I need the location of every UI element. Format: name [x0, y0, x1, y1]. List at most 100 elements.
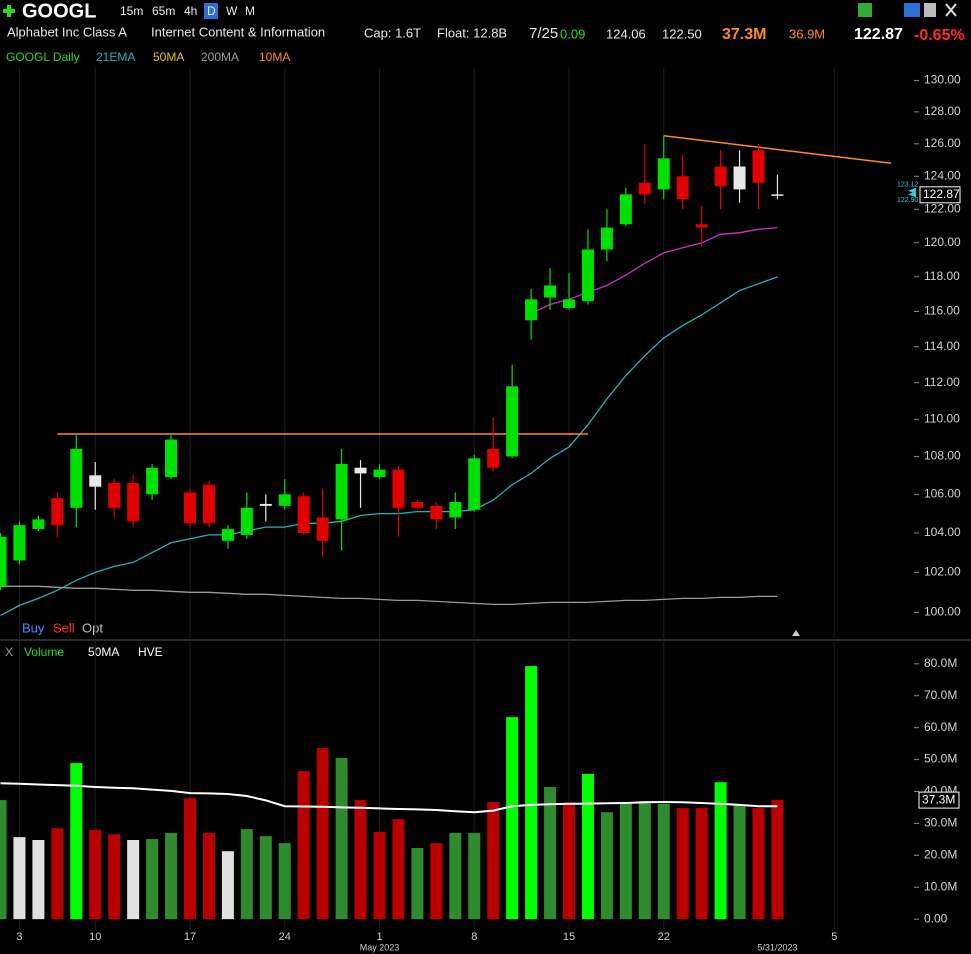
last-volume-box: [918, 791, 960, 809]
candle-body: [240, 507, 253, 535]
volume-bar: [771, 800, 784, 920]
candle-body: [184, 492, 196, 524]
chart-title[interactable]: GOOGL Daily: [6, 50, 80, 64]
month-label: May 2023: [360, 942, 400, 952]
y-tick-label: 30.0M: [924, 816, 957, 830]
x-tick-label: 3: [16, 931, 22, 943]
price-marker: [908, 191, 916, 198]
candle-body: [392, 469, 405, 508]
y-tick-label: 60.0M: [924, 720, 957, 734]
volume-bar: [487, 802, 500, 920]
volume-title[interactable]: Volume: [24, 645, 64, 659]
candle-body: [221, 529, 234, 541]
add-icon[interactable]: [3, 5, 15, 17]
tool-icon[interactable]: [858, 3, 872, 17]
timeframe-button[interactable]: 15m: [120, 4, 143, 18]
candle-body: [411, 502, 424, 508]
change-pct: -0.65%: [914, 27, 965, 44]
candle-body: [657, 158, 670, 190]
candle-body: [752, 150, 765, 183]
candle-body: [506, 386, 519, 457]
volume-bar: [89, 830, 102, 920]
candle-body: [600, 227, 613, 250]
volume-bar: [221, 851, 234, 920]
candle-body: [676, 176, 689, 200]
y-tick-label: 108.00: [924, 449, 961, 463]
legend-entry[interactable]: HVE: [138, 645, 163, 659]
candle-body: [0, 536, 7, 587]
legend-entry[interactable]: 21EMA: [96, 50, 135, 64]
volume-bar: [619, 803, 632, 920]
last-price-box: [919, 186, 961, 204]
candle-body: [13, 525, 26, 561]
y-tick-label: 124.00: [924, 168, 961, 182]
avg-volume: 36.9M: [789, 26, 825, 41]
timeframe-active: [204, 3, 218, 19]
volume-bar: [354, 800, 367, 920]
volume-bar: [581, 773, 594, 920]
candle-body: [297, 496, 310, 533]
volume-bar: [468, 832, 481, 920]
ma-line: [530, 226, 778, 314]
candle-body: [468, 458, 481, 510]
timeframe-button[interactable]: 65m: [152, 4, 175, 18]
close-icon[interactable]: [945, 3, 957, 17]
y-tick-label: 120.00: [924, 235, 961, 249]
y-tick-label: 80.0M: [924, 656, 957, 670]
volume-bar: [714, 782, 727, 920]
price-marker-label: 122.90: [897, 197, 919, 204]
buy-button[interactable]: Buy: [22, 620, 45, 635]
volume: 37.3M: [722, 26, 766, 43]
volume-bar: [202, 832, 215, 920]
candle-body: [544, 285, 557, 298]
legend-entry[interactable]: 200MA: [201, 50, 239, 64]
y-tick-label: 106.00: [924, 487, 961, 501]
volume-bar: [70, 763, 83, 920]
company: Alphabet Inc Class A: [7, 24, 127, 39]
volume-bar: [32, 840, 45, 920]
volume-bar: [184, 798, 196, 920]
x-tick-label: 22: [658, 931, 670, 943]
legend-entry[interactable]: 10MA: [259, 50, 290, 64]
volume-bar: [506, 717, 519, 920]
candle-body: [638, 182, 651, 195]
timeframe-button[interactable]: 4h: [184, 4, 197, 18]
symbol[interactable]: GOOGL: [22, 0, 96, 22]
volume-bar: [278, 843, 291, 920]
timeframe-button[interactable]: W: [226, 4, 238, 18]
options-button[interactable]: Opt: [82, 620, 103, 635]
volume-bar: [127, 840, 140, 920]
volume-bar: [146, 839, 159, 920]
legend-entry[interactable]: 50MA: [153, 50, 184, 64]
volume-bar: [165, 832, 178, 920]
volume-bar: [259, 836, 272, 920]
y-tick-label: 130.00: [924, 73, 961, 87]
x-tick-label: 10: [89, 931, 101, 943]
timeframe-button[interactable]: D: [207, 4, 216, 18]
x-tick-label: 8: [471, 931, 477, 943]
candle-body: [714, 166, 727, 187]
tool-icon[interactable]: [904, 3, 920, 17]
candle-body: [449, 502, 462, 518]
low: 122.50: [662, 26, 702, 41]
y-tick-label: 20.0M: [924, 847, 957, 861]
candle-body: [563, 299, 575, 309]
volume-bar: [411, 847, 424, 920]
volume-bar: [240, 829, 253, 920]
tool-icon[interactable]: [924, 3, 936, 17]
y-tick-label: 126.00: [924, 136, 961, 150]
volume-bar: [657, 803, 670, 920]
legend-entry[interactable]: 50MA: [88, 645, 119, 659]
y-tick-label: 118.00: [924, 269, 960, 283]
sell-button[interactable]: Sell: [53, 620, 75, 635]
volume-bar: [525, 666, 538, 920]
candle-body: [202, 484, 215, 524]
cursor-date: 5/31/2023: [757, 942, 797, 952]
y-tick-label: 50.0M: [924, 752, 957, 766]
float: Float: 12.8B: [437, 25, 507, 40]
y-tick-label: 122.00: [924, 201, 961, 215]
scroll-arrow[interactable]: [792, 630, 800, 636]
timeframe-button[interactable]: M: [245, 4, 255, 18]
close-panel[interactable]: X: [5, 645, 13, 659]
